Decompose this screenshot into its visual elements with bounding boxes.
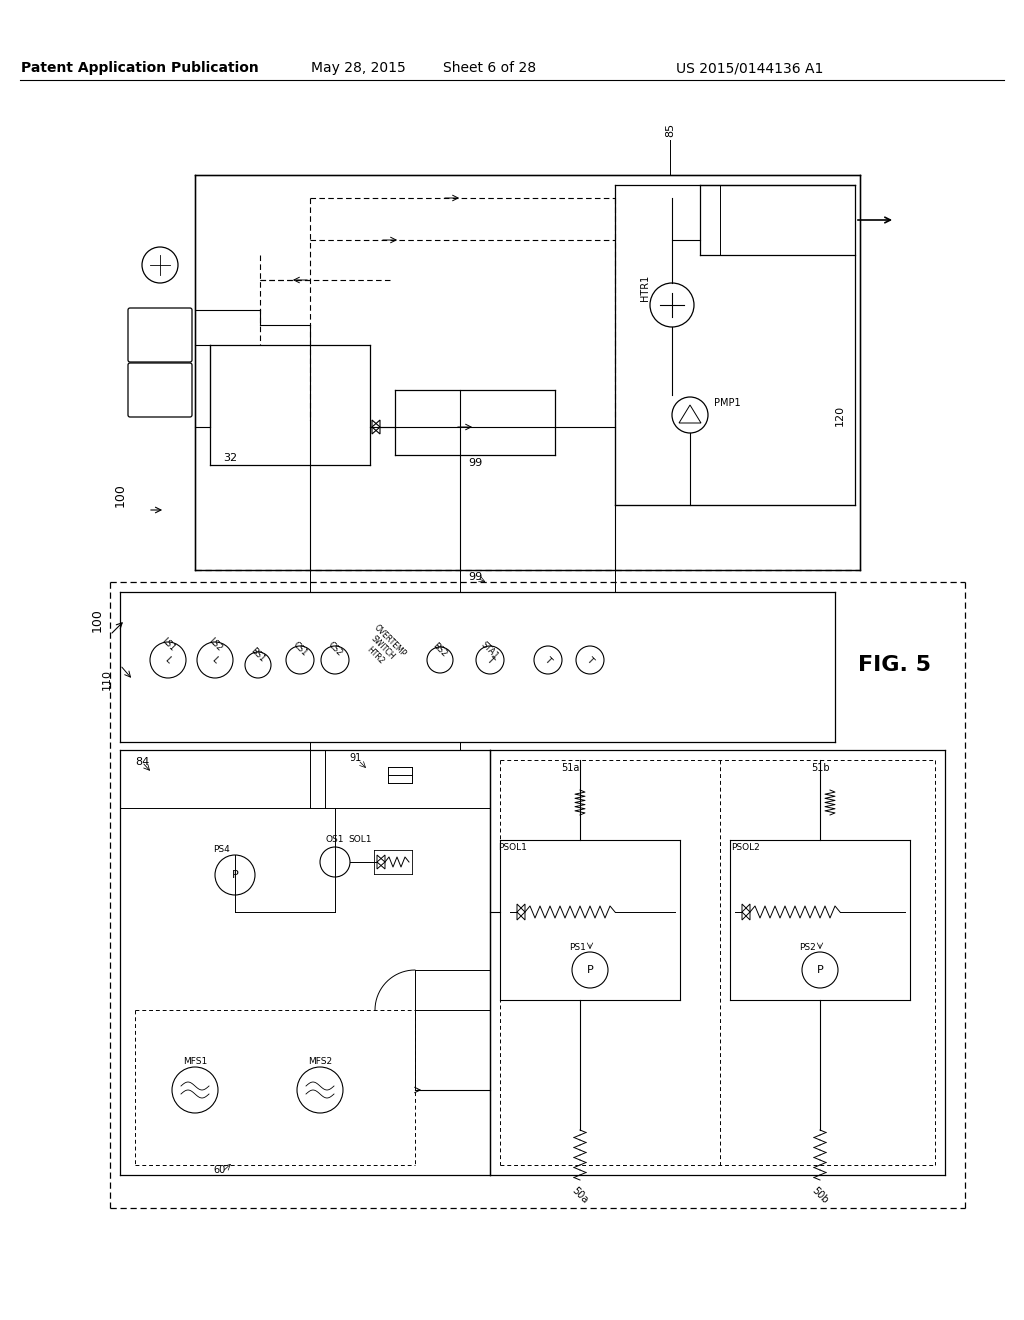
Text: HTR1: HTR1: [640, 275, 650, 301]
Text: P: P: [816, 965, 823, 975]
Text: BS1: BS1: [249, 645, 267, 664]
Text: 110: 110: [102, 669, 112, 690]
Text: T: T: [485, 655, 495, 665]
Text: LS2: LS2: [207, 636, 223, 653]
Text: L: L: [163, 655, 173, 665]
Text: P: P: [587, 965, 593, 975]
Text: 100: 100: [90, 609, 103, 632]
Text: 100: 100: [114, 483, 127, 507]
Text: PS1: PS1: [569, 944, 587, 953]
Text: 85: 85: [665, 123, 675, 137]
Text: OS1: OS1: [326, 836, 344, 845]
Text: SOL1: SOL1: [348, 836, 372, 845]
Text: BS2: BS2: [431, 642, 449, 659]
Text: PSOL1: PSOL1: [499, 843, 527, 853]
Text: 84: 84: [135, 756, 150, 767]
Text: 120: 120: [835, 404, 845, 425]
Text: P: P: [231, 870, 239, 880]
Text: 60: 60: [214, 1166, 226, 1175]
Text: CS2: CS2: [326, 640, 344, 657]
Text: OVERTEMP
SWITCH
HTR2: OVERTEMP SWITCH HTR2: [357, 623, 409, 673]
Text: 99: 99: [468, 572, 482, 582]
Text: CS1: CS1: [291, 640, 309, 657]
Text: FIG. 5: FIG. 5: [858, 655, 932, 675]
Text: MFS2: MFS2: [308, 1057, 332, 1067]
Text: US 2015/0144136 A1: US 2015/0144136 A1: [676, 61, 823, 75]
Text: MFS1: MFS1: [183, 1057, 207, 1067]
Text: PSOL2: PSOL2: [731, 843, 760, 853]
Text: LS1: LS1: [160, 636, 176, 653]
Text: 51b: 51b: [811, 763, 829, 774]
Text: PMP1: PMP1: [714, 399, 740, 408]
Text: Patent Application Publication: Patent Application Publication: [22, 61, 259, 75]
Text: 91: 91: [349, 752, 361, 763]
Text: STA1: STA1: [479, 640, 501, 661]
Text: L: L: [210, 655, 220, 665]
Text: PS4: PS4: [214, 846, 230, 854]
Text: T: T: [585, 655, 595, 665]
Text: T: T: [543, 655, 553, 665]
Text: PS2: PS2: [800, 944, 816, 953]
Text: May 28, 2015: May 28, 2015: [310, 61, 406, 75]
Text: 99: 99: [468, 458, 482, 469]
Text: 50a: 50a: [570, 1185, 590, 1205]
Text: 50b: 50b: [810, 1185, 830, 1205]
Text: 32: 32: [223, 453, 238, 463]
Text: Sheet 6 of 28: Sheet 6 of 28: [443, 61, 537, 75]
Text: 51a: 51a: [561, 763, 580, 774]
